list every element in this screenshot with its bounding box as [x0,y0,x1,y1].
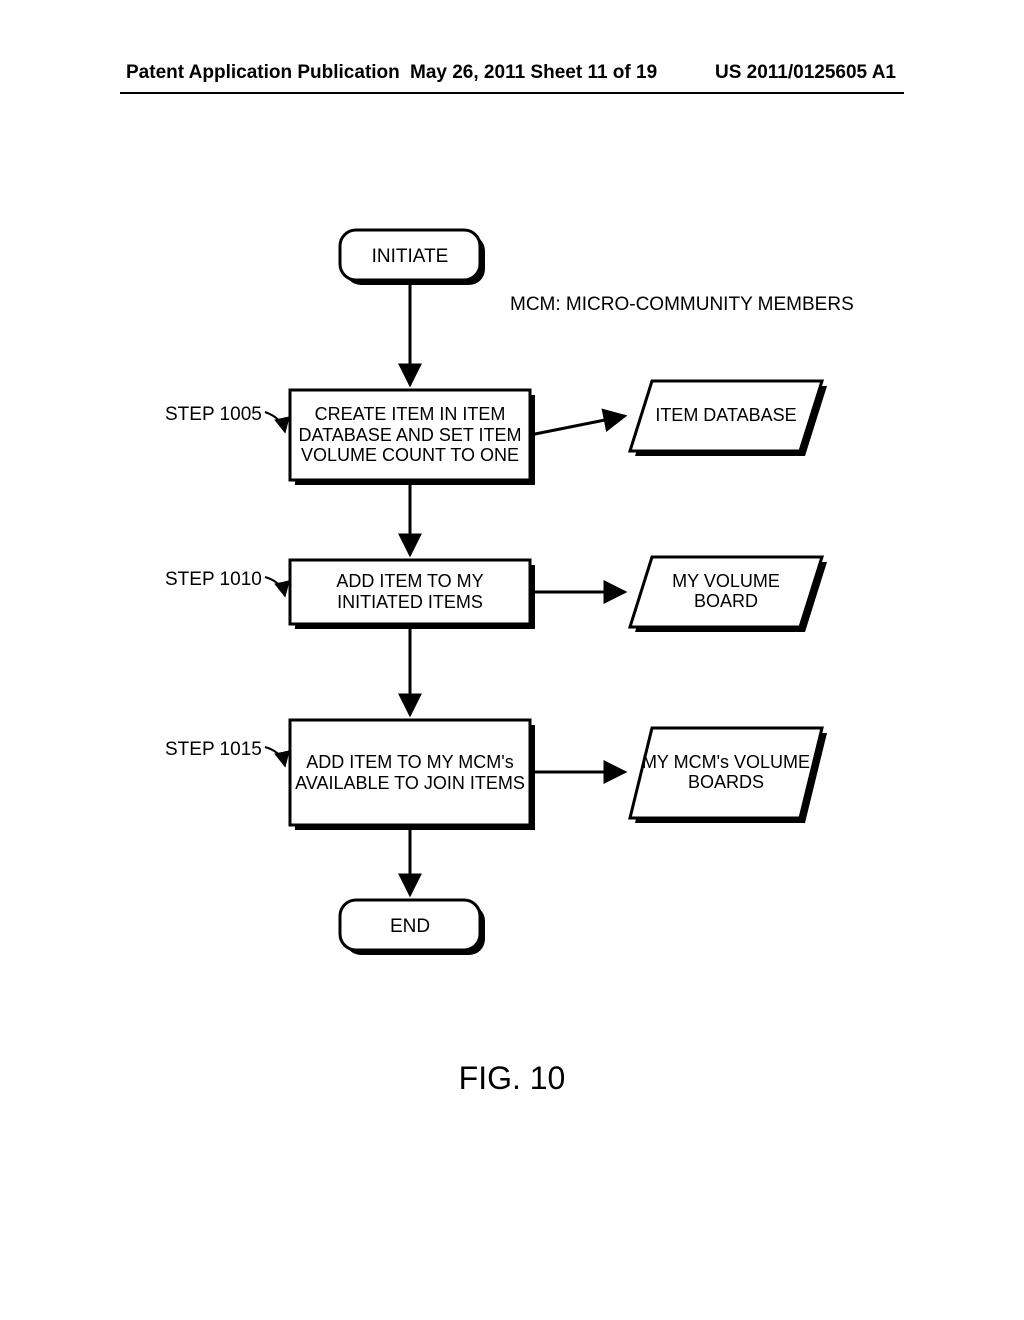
pointer-1010 [265,577,285,596]
page: Patent Application Publication May 26, 2… [0,0,1024,1320]
flowchart-svg: INITIATE MCM: MICRO-COMMUNITY MEMBERS CR… [0,0,1024,1320]
terminator-start: INITIATE [340,230,485,285]
pointer-1005 [265,412,285,432]
legend-text: MCM: MICRO-COMMUNITY MEMBERS [510,294,854,315]
datastore-mcm-volume-boards-text: MY MCM's VOLUME BOARDS [640,732,812,814]
terminator-start-text: INITIATE [372,246,449,267]
process-1010-text: ADD ITEM TO MY INITIATED ITEMS [294,562,526,622]
process-1010: ADD ITEM TO MY INITIATED ITEMS [290,560,535,629]
process-1015: ADD ITEM TO MY MCM's AVAILABLE TO JOIN I… [290,720,535,830]
process-1005-text: CREATE ITEM IN ITEM DATABASE AND SET ITE… [294,394,526,476]
label-1015: STEP 1015 [165,739,262,760]
datastore-my-volume-board-text: MY VOLUME BOARD [642,561,810,623]
figure-caption: FIG. 10 [0,1060,1024,1097]
datastore-item-db: ITEM DATABASE [630,381,827,456]
terminator-end-text: END [390,916,430,937]
terminator-end: END [340,900,485,955]
process-1005: CREATE ITEM IN ITEM DATABASE AND SET ITE… [290,390,535,485]
datastore-item-db-text: ITEM DATABASE [642,385,810,447]
process-1015-text: ADD ITEM TO MY MCM's AVAILABLE TO JOIN I… [294,723,526,822]
arrow-1005-to-db [530,416,625,435]
pointer-1015 [265,747,285,766]
label-1010: STEP 1010 [165,569,262,590]
label-1005: STEP 1005 [165,404,262,425]
datastore-my-volume-board: MY VOLUME BOARD [630,557,827,632]
datastore-mcm-volume-boards: MY MCM's VOLUME BOARDS [630,728,827,823]
